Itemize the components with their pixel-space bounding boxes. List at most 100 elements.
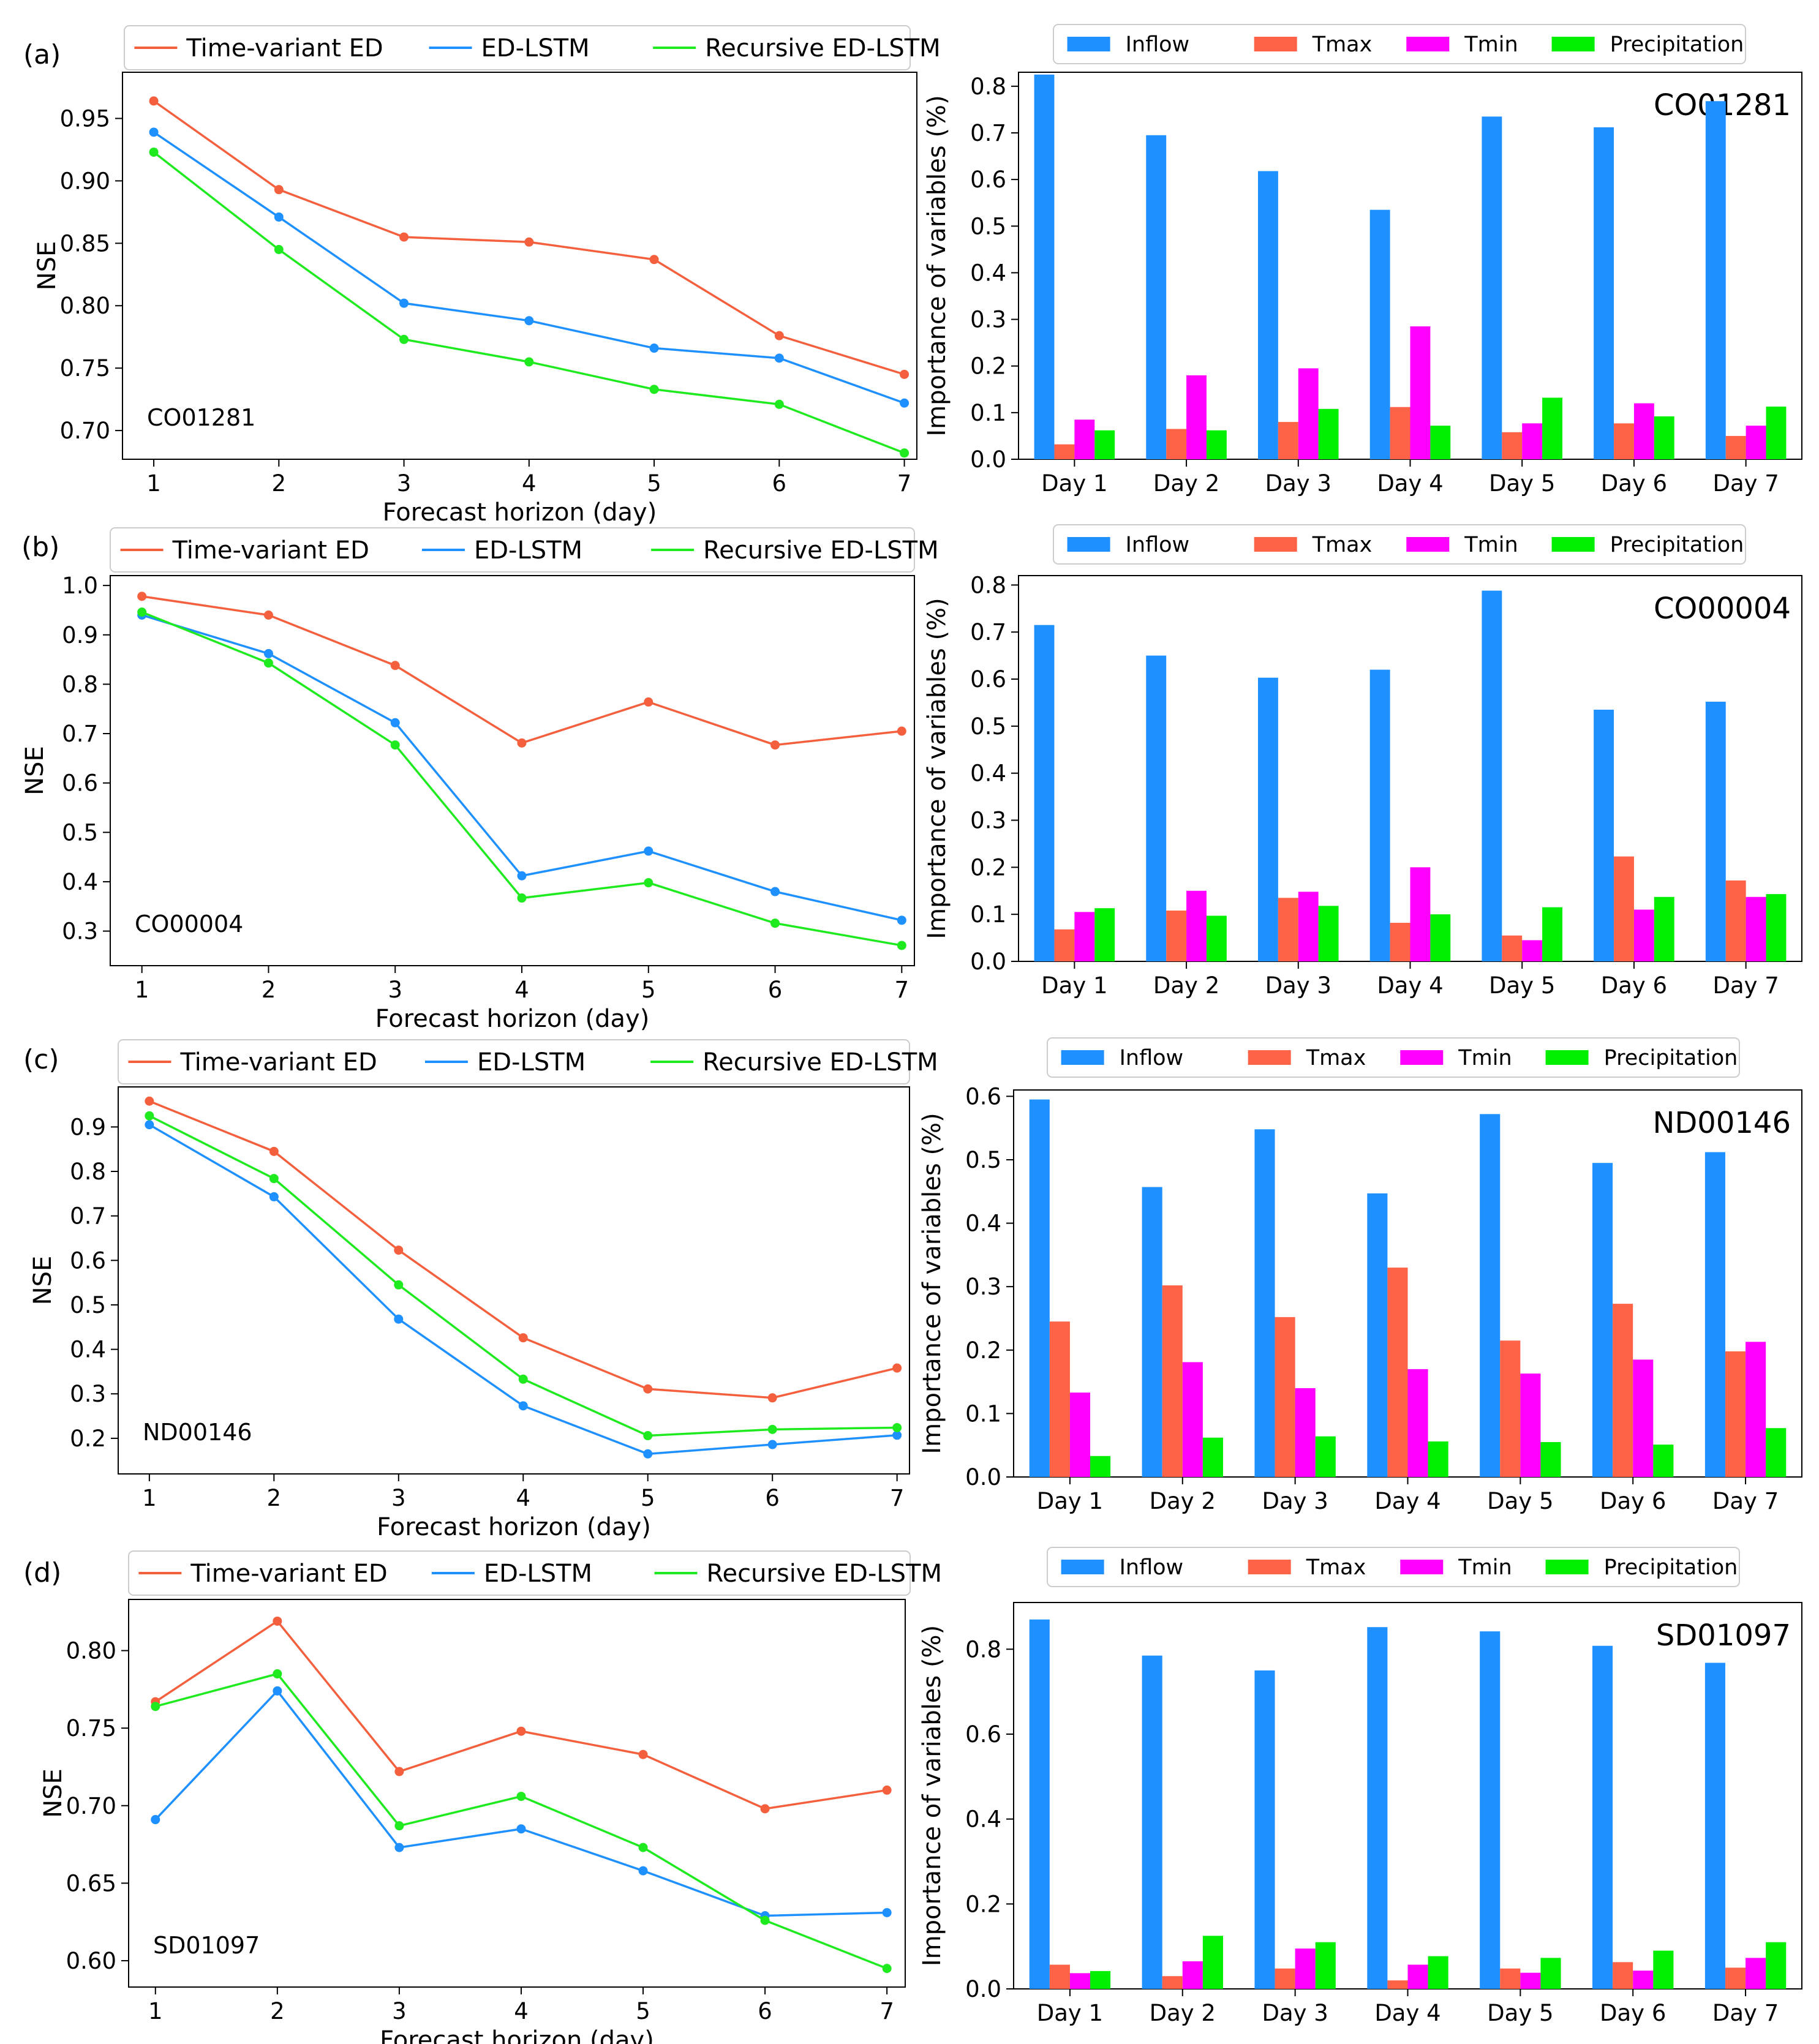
data-point [516,1792,526,1802]
bar-precipitation [1654,416,1674,459]
data-point [638,1866,648,1876]
x-tick-label: 4 [516,1485,530,1511]
y-tick-label: 0.7 [970,619,1006,645]
legend: Inflow Tmax Tmin Precipitation [1047,1547,1740,1587]
bar-tmax [1725,435,1746,459]
y-tick-label: 0.85 [60,230,110,257]
x-tick-label: 4 [522,470,537,497]
bar-tmax [1614,423,1634,459]
bar-precipitation [1315,1436,1336,1477]
y-tick-label: 0.7 [970,120,1006,146]
legend-label: Recursive ED-LSTM [707,1560,942,1588]
x-tick-label: Day 7 [1712,2000,1779,2026]
station-label: ND00146 [143,1419,252,1446]
bar-tmax [1613,1962,1633,1989]
bar-tmin [1746,1342,1766,1477]
series-tmin [1069,1342,1766,1477]
data-point [760,1915,770,1925]
bar-precipitation [1090,1971,1111,1989]
legend-label: Time-variant ED [172,536,369,565]
legend-label: Time-variant ED [186,34,383,62]
bar-precipitation [1766,1428,1787,1477]
bar-tmax [1500,1968,1521,1989]
bar-precipitation [1206,915,1227,961]
data-point [399,298,409,308]
legend-swatch [1067,537,1110,552]
bar-tmax [1054,444,1075,459]
bar-tmin [1633,909,1654,961]
legend-label: Inflow [1126,32,1190,57]
legend: Time-variant ED ED-LSTM Recursive ED-LSTM [110,527,939,573]
legend: Inflow Tmax Tmin Precipitation [1053,24,1746,64]
bar-precipitation [1094,908,1115,961]
bar-tmin [1746,1958,1766,1989]
legend-label: Precipitation [1610,533,1744,557]
x-tick-label: Day 4 [1377,972,1443,999]
bar-tmin [1633,403,1654,459]
y-tick-label: 0.4 [965,1211,1001,1237]
data-point [882,1785,892,1795]
bar-precipitation [1654,896,1674,961]
data-point [774,331,784,340]
y-tick-label: 0.0 [965,1976,1001,2002]
x-tick-label: 5 [641,977,656,1003]
y-axis-label: NSE [33,241,61,291]
bar-tmin [1633,1971,1654,1989]
y-tick-label: 0.0 [970,949,1006,975]
y-tick-label: 0.4 [62,869,98,895]
series-ed-lstm [149,127,910,408]
x-tick-label: 4 [514,977,529,1003]
legend-label: Time-variant ED [179,1048,377,1076]
legend-swatch [1400,1560,1444,1574]
nse-line-chart-sd01097: 0.60 0.65 0.70 0.75 0.80 1 2 3 4 5 6 7 Forecast hori… [39,1550,942,2044]
bar-inflow [1369,209,1390,459]
series-line-time-variant-ed [141,595,902,746]
y-axis-label: Importance of variables (%) [918,1113,946,1454]
x-tick-label: 7 [890,1485,905,1511]
y-tick-label: 0.95 [60,105,110,132]
bar-inflow [1704,1152,1725,1477]
y-tick-label: 0.80 [66,1638,116,1664]
y-tick-label: 0.7 [62,721,98,747]
bar-precipitation [1430,914,1451,961]
bar-tmax [1725,880,1746,961]
legend-swatch [1061,1560,1104,1574]
data-point [273,1616,282,1626]
legend-label: ED-LSTM [474,536,582,565]
series-tmax [1049,1268,1746,1477]
series-tmax [1049,1962,1746,1989]
y-tick-label: 0.2 [965,1891,1001,1917]
y-tick-label: 0.4 [970,761,1006,787]
data-point [394,1280,404,1290]
y-tick-label: 0.2 [70,1426,106,1452]
x-tick-label: Day 7 [1712,1488,1779,1514]
x-tick-label: Day 6 [1600,2000,1666,2026]
data-point [882,1964,892,1974]
bar-inflow [1705,101,1726,459]
data-point [760,1804,770,1814]
bar-tmax [1278,898,1298,961]
y-tick-label: 0.4 [70,1337,106,1363]
series-time-variant-ed [151,1616,892,1814]
y-tick-label: 0.6 [970,167,1006,193]
bar-inflow [1480,1114,1501,1477]
x-tick-label: Day 5 [1487,1488,1553,1514]
y-tick-label: 0.3 [70,1381,106,1407]
panel-label: (c) [23,1044,59,1075]
x-tick-label: Day 2 [1153,470,1219,497]
series-inflow [1029,1099,1725,1477]
bar-tmin [1074,419,1095,459]
bar-precipitation [1653,1950,1674,1989]
legend-swatch [1406,537,1450,552]
x-tick-label: Day 1 [1041,470,1107,497]
x-tick-label: 5 [636,1998,650,2024]
bar-tmin [1633,1359,1654,1477]
data-point [643,1384,653,1394]
y-tick-label: 0.80 [60,293,110,319]
legend-label: Recursive ED-LSTM [702,1048,938,1076]
data-point [394,1821,404,1831]
data-point [151,1815,160,1825]
y-tick-label: 0.75 [60,355,110,381]
x-axis-label: Forecast horizon (day) [383,498,657,527]
